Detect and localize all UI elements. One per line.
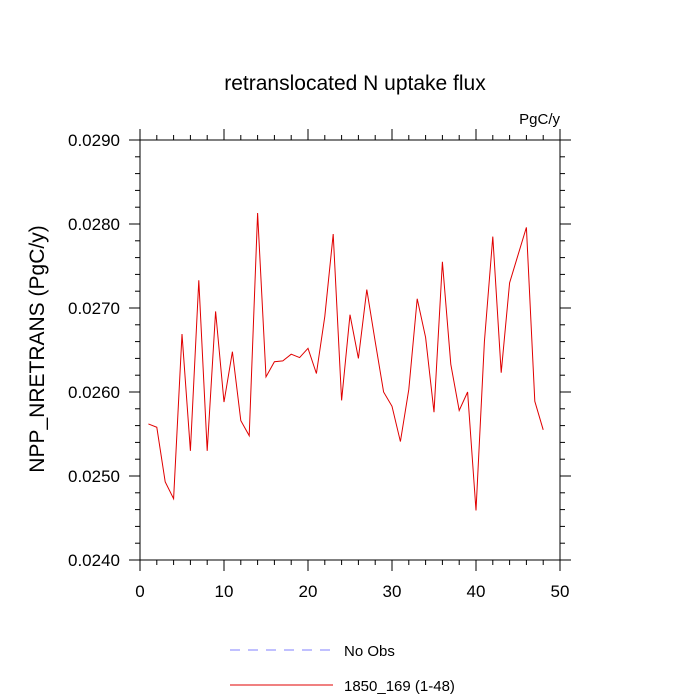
y-tick-label: 0.0280: [68, 215, 120, 234]
y-axis-label: NPP_NRETRANS (PgC/y): [26, 225, 49, 472]
major-ticks: [129, 129, 571, 571]
y-tick-label: 0.0270: [68, 299, 120, 318]
x-tick-label: 0: [135, 582, 144, 601]
y-tick-label: 0.0260: [68, 383, 120, 402]
x-tick-labels: 0 10 20 30 40 50: [135, 582, 569, 601]
legend-label-no-obs: No Obs: [344, 643, 395, 660]
x-tick-label: 10: [215, 582, 234, 601]
series-layer: [148, 213, 544, 511]
y-tick-label: 0.0290: [68, 131, 120, 150]
x-tick-label: 30: [383, 582, 402, 601]
units-label: PgC/y: [519, 111, 560, 128]
x-tick-label: 40: [467, 582, 486, 601]
y-tick-label: 0.0250: [68, 467, 120, 486]
legend: No Obs 1850_169 (1-48): [230, 643, 455, 695]
y-tick-labels: 0.0240 0.0250 0.0260 0.0270 0.0280 0.0290: [68, 131, 120, 570]
series-line: [148, 213, 544, 511]
plot-frame: [139, 139, 561, 561]
y-tick-label: 0.0240: [68, 551, 120, 570]
legend-label-series: 1850_169 (1-48): [344, 678, 455, 695]
chart-title: retranslocated N uptake flux: [224, 72, 486, 95]
x-tick-label: 20: [299, 582, 318, 601]
x-tick-label: 50: [551, 582, 570, 601]
minor-ticks: [135, 135, 565, 565]
